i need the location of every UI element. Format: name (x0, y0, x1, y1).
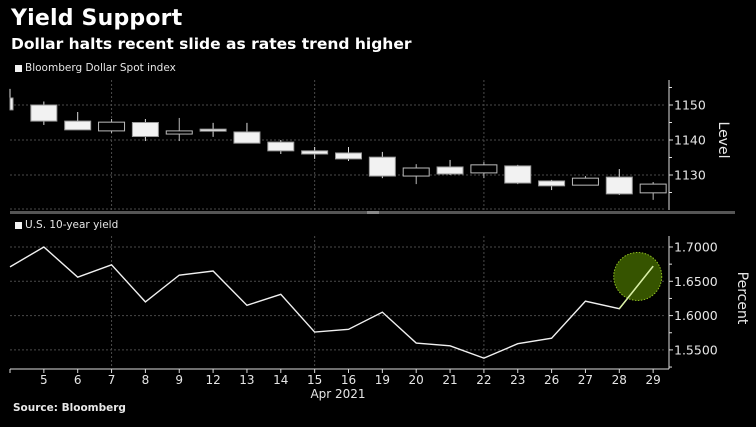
panel-resize-handle[interactable] (367, 211, 379, 214)
legend-swatch-yield (15, 221, 22, 229)
bottom-panel-y-axis: 1.5500 1.6000 1.6500 1.7000 (668, 236, 718, 369)
x-tick-label: 12 (205, 373, 220, 387)
candle-body (267, 141, 295, 152)
candle-body (470, 164, 498, 174)
x-tick-label: 16 (341, 373, 356, 387)
x-tick-label: 9 (175, 373, 183, 387)
candle-body (165, 130, 193, 135)
bottom-y-tick-label: 1.6500 (674, 274, 718, 289)
x-tick-label: 20 (409, 373, 424, 387)
legend-yield: U.S. 10-year yield (15, 219, 118, 231)
x-tick-label: 14 (273, 373, 288, 387)
chart-subtitle: Dollar halts recent slide as rates trend… (11, 35, 412, 53)
x-tick-label: 27 (578, 373, 593, 387)
top-y-axis-title: Level (715, 122, 731, 159)
candle (301, 147, 329, 159)
candle-body (9, 97, 14, 111)
candle (9, 88, 14, 111)
top-panel-y-axis: 1130 1140 1150 (668, 80, 706, 210)
candle-body (538, 180, 566, 187)
candle (98, 119, 126, 133)
x-tick-label: 28 (612, 373, 627, 387)
candle (199, 122, 227, 137)
bottom-panel-highlight (613, 251, 663, 301)
candle (368, 151, 396, 179)
x-tick-label: 13 (239, 373, 254, 387)
bottom-y-tick-label: 1.6000 (674, 308, 718, 323)
bottom-y-tick-label: 1.5500 (674, 342, 718, 357)
candle-body (436, 166, 464, 175)
yield-line (9, 246, 654, 359)
x-tick-label: 6 (74, 373, 82, 387)
highlight-circle (613, 251, 663, 301)
candle-body (571, 177, 599, 186)
top-y-tick-label: 1140 (674, 133, 706, 148)
candle (335, 147, 362, 161)
candle (538, 179, 566, 191)
candle-body (98, 121, 126, 132)
candle (30, 101, 58, 125)
candle-body (402, 167, 430, 177)
candle (436, 159, 464, 175)
candle (571, 176, 599, 186)
source-note: Source: Bloomberg (13, 402, 126, 414)
legend-label-dollar-index: Bloomberg Dollar Spot index (25, 62, 176, 74)
candle-body (30, 104, 58, 122)
candle-body (504, 165, 532, 184)
bottom-panel-line (9, 246, 654, 359)
candle (165, 117, 193, 142)
candle-body (301, 150, 329, 155)
yield-line-highlighted-segment (618, 265, 654, 310)
candle (402, 164, 430, 185)
legend-swatch-dollar-index (15, 64, 22, 72)
x-tick-label: 23 (510, 373, 525, 387)
x-tick-label: 29 (646, 373, 661, 387)
x-tick-label: 7 (108, 373, 116, 387)
legend-label-yield: U.S. 10-year yield (25, 219, 119, 231)
x-axis: 5 6 7 8 9 12 13 14 15 16 19 20 21 22 23 26 27 28 29 (9, 368, 669, 387)
candle (267, 140, 295, 154)
top-y-tick-label: 1150 (674, 98, 706, 113)
candle-body (199, 128, 227, 132)
top-panel-grid (10, 80, 665, 210)
bottom-y-tick-label: 1.7000 (674, 240, 718, 255)
candle (131, 119, 159, 142)
x-axis-title: Apr 2021 (310, 387, 365, 401)
x-tick-label: 26 (544, 373, 559, 387)
top-y-tick-label: 1130 (674, 168, 706, 183)
candle (504, 164, 532, 185)
x-tick-label: 5 (40, 373, 48, 387)
chart-title: Yield Support (11, 6, 183, 31)
top-panel-candles (9, 88, 667, 200)
bottom-panel-grid (10, 236, 665, 368)
x-tick-label: 21 (442, 373, 457, 387)
candle-body (131, 122, 159, 137)
bottom-y-axis-title: Percent (734, 272, 750, 325)
x-tick-label: 19 (375, 373, 390, 387)
candle (639, 182, 667, 200)
candle-body (64, 120, 92, 131)
candle-body (639, 183, 667, 194)
x-tick-label: 22 (476, 373, 491, 387)
candle-body (368, 156, 396, 177)
candle-body (233, 131, 261, 144)
legend-dollar-index: Bloomberg Dollar Spot index (15, 62, 176, 74)
x-tick-label: 8 (142, 373, 150, 387)
x-tick-label: 15 (307, 373, 322, 387)
candle-body (335, 152, 362, 160)
candle-body (605, 176, 633, 195)
candle (233, 122, 261, 144)
candle (64, 112, 92, 131)
candle (470, 162, 498, 179)
candle (605, 169, 633, 195)
